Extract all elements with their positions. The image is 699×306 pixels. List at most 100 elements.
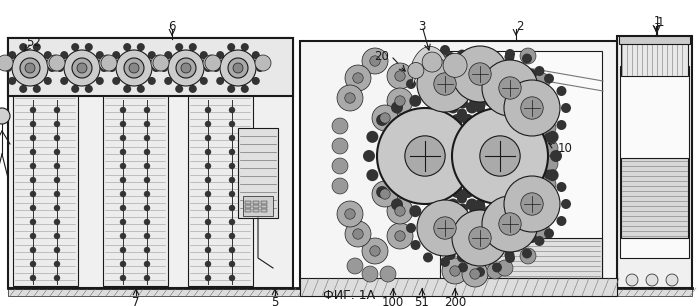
- Circle shape: [497, 260, 513, 276]
- Circle shape: [527, 233, 537, 243]
- Circle shape: [363, 150, 375, 162]
- Circle shape: [54, 219, 60, 225]
- Circle shape: [544, 170, 554, 180]
- Circle shape: [229, 121, 235, 127]
- Text: 7: 7: [132, 296, 140, 306]
- Circle shape: [509, 233, 519, 243]
- Circle shape: [8, 51, 16, 59]
- Circle shape: [428, 205, 441, 217]
- Circle shape: [534, 223, 550, 239]
- Circle shape: [457, 108, 467, 118]
- Text: 6: 6: [168, 21, 175, 33]
- Circle shape: [457, 50, 467, 60]
- Circle shape: [120, 247, 126, 253]
- Circle shape: [212, 64, 220, 72]
- Circle shape: [229, 149, 235, 155]
- Circle shape: [474, 79, 484, 89]
- Circle shape: [540, 176, 556, 192]
- Circle shape: [227, 43, 235, 51]
- Circle shape: [387, 63, 413, 89]
- Circle shape: [120, 135, 126, 141]
- Circle shape: [30, 135, 36, 141]
- Circle shape: [387, 88, 413, 114]
- Circle shape: [123, 85, 131, 93]
- Circle shape: [440, 257, 450, 267]
- Circle shape: [462, 261, 488, 287]
- Circle shape: [19, 43, 27, 51]
- Circle shape: [0, 108, 10, 124]
- Circle shape: [229, 275, 235, 281]
- Circle shape: [377, 108, 473, 204]
- Circle shape: [370, 56, 380, 66]
- Circle shape: [120, 121, 126, 127]
- Circle shape: [60, 77, 69, 85]
- Circle shape: [96, 51, 103, 59]
- Text: 200: 200: [444, 296, 466, 306]
- Circle shape: [54, 163, 60, 169]
- Circle shape: [372, 181, 398, 207]
- Circle shape: [539, 83, 549, 93]
- Circle shape: [30, 275, 36, 281]
- Circle shape: [54, 191, 60, 197]
- Circle shape: [522, 189, 532, 200]
- Circle shape: [475, 100, 486, 110]
- Circle shape: [535, 100, 545, 110]
- Circle shape: [376, 114, 388, 126]
- Circle shape: [505, 185, 515, 195]
- Circle shape: [229, 135, 235, 141]
- Circle shape: [144, 233, 150, 239]
- Circle shape: [469, 63, 491, 85]
- Circle shape: [189, 85, 197, 93]
- Circle shape: [30, 205, 36, 211]
- Bar: [253, 205, 259, 208]
- Circle shape: [521, 193, 543, 215]
- Circle shape: [229, 219, 235, 225]
- Circle shape: [498, 182, 507, 192]
- Circle shape: [540, 120, 556, 136]
- Circle shape: [362, 238, 388, 264]
- Circle shape: [144, 149, 150, 155]
- Circle shape: [561, 199, 571, 209]
- Circle shape: [535, 202, 545, 212]
- Circle shape: [550, 150, 562, 162]
- Circle shape: [113, 51, 120, 59]
- Text: 1: 1: [656, 17, 664, 29]
- Circle shape: [522, 248, 532, 259]
- Circle shape: [168, 50, 204, 86]
- Circle shape: [544, 229, 554, 238]
- Circle shape: [423, 50, 433, 60]
- Circle shape: [233, 63, 243, 73]
- Circle shape: [353, 73, 363, 83]
- Circle shape: [470, 62, 480, 72]
- Circle shape: [44, 51, 52, 59]
- Circle shape: [544, 132, 554, 143]
- Bar: [621, 158, 688, 238]
- Bar: [253, 209, 259, 212]
- Circle shape: [475, 199, 485, 209]
- Circle shape: [366, 169, 378, 181]
- Bar: [261, 209, 267, 212]
- Text: 2: 2: [517, 20, 524, 32]
- Circle shape: [527, 69, 537, 79]
- Circle shape: [534, 73, 550, 89]
- Circle shape: [54, 205, 60, 211]
- Circle shape: [380, 113, 390, 123]
- Bar: [445, 238, 602, 278]
- Circle shape: [410, 96, 421, 106]
- Circle shape: [144, 135, 150, 141]
- Circle shape: [229, 261, 235, 267]
- Circle shape: [406, 79, 416, 89]
- Circle shape: [488, 112, 498, 122]
- Circle shape: [205, 205, 211, 211]
- Circle shape: [366, 131, 378, 143]
- Bar: [300, 41, 617, 288]
- Circle shape: [44, 77, 52, 85]
- Circle shape: [144, 107, 150, 113]
- Circle shape: [120, 275, 126, 281]
- Bar: [245, 209, 251, 212]
- Circle shape: [488, 189, 498, 200]
- Circle shape: [30, 177, 36, 183]
- Circle shape: [442, 258, 468, 284]
- Circle shape: [469, 227, 491, 249]
- Circle shape: [441, 131, 454, 143]
